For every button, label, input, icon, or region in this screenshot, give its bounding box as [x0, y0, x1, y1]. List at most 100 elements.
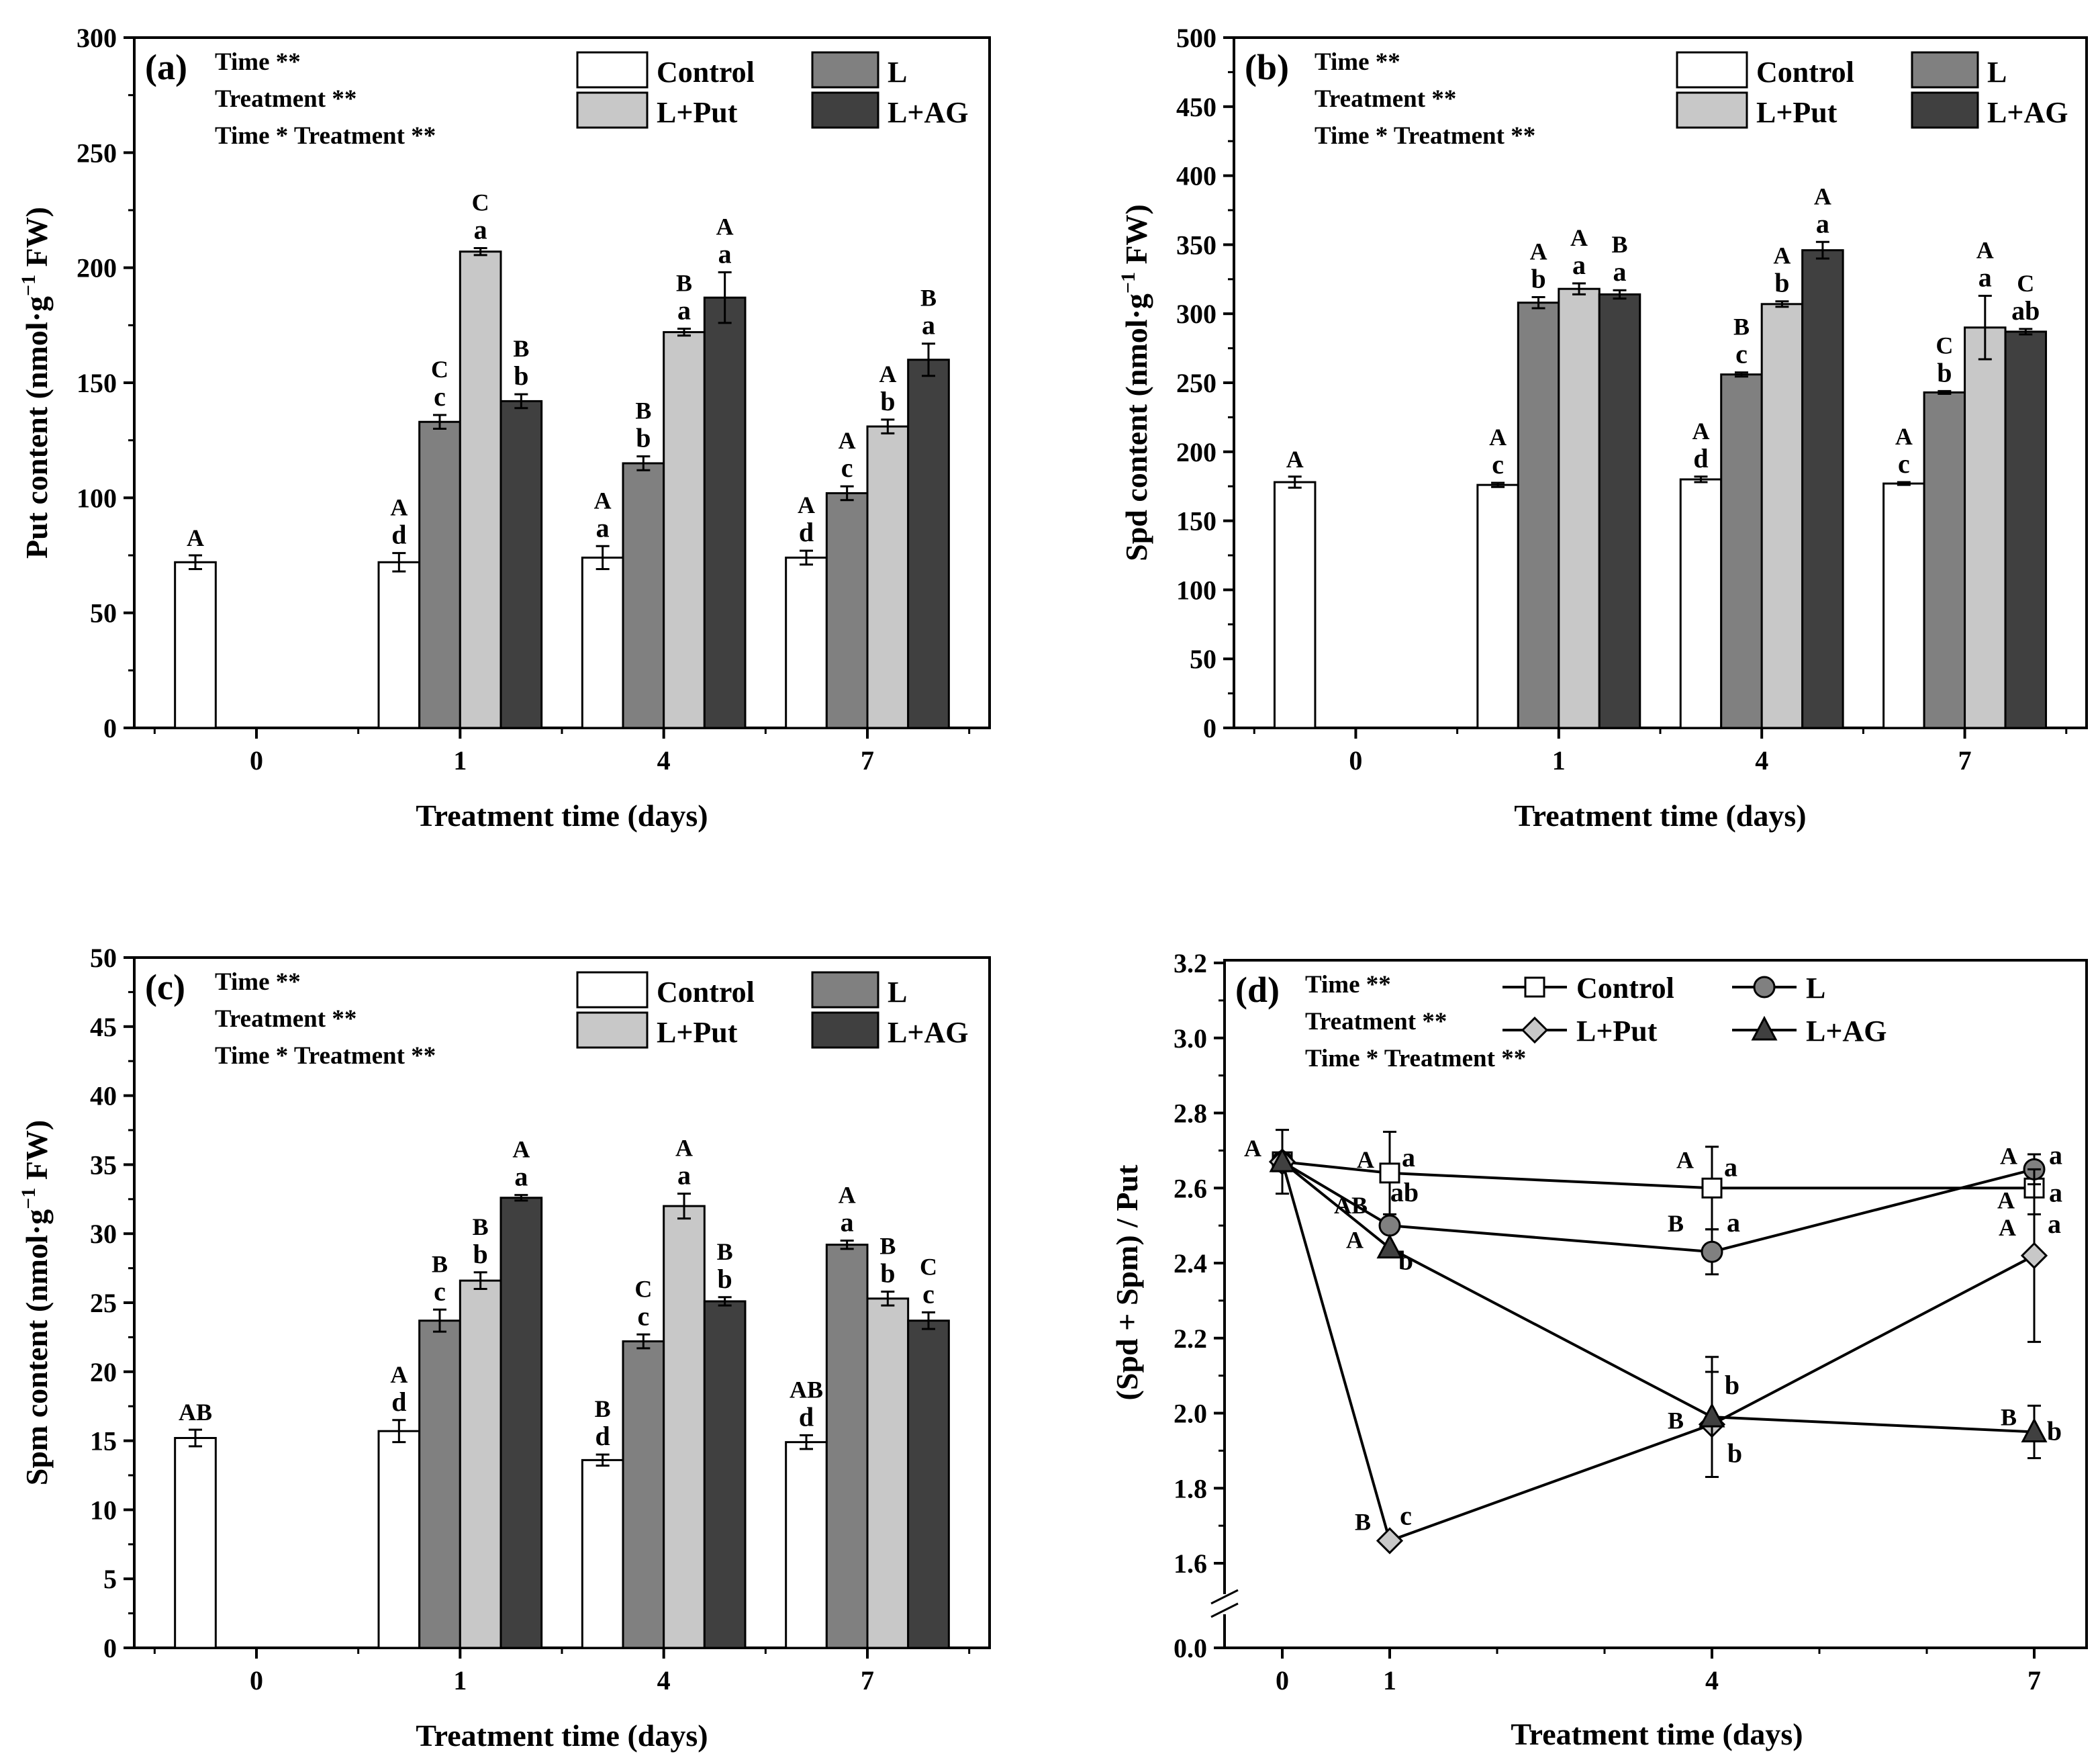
panel-b-significance-upper: A: [1489, 424, 1507, 451]
panel-b-y-tick-label: 100: [1176, 575, 1216, 605]
panel-a-bar-Control-day-7: [785, 556, 828, 729]
panel-b-significance-upper: A: [1286, 446, 1304, 473]
panel-d-marker-L-day-1: [1378, 1214, 1401, 1237]
panel-b-bar-L-day-7: [1923, 391, 1966, 729]
panel-c-x-tick-label: 0: [250, 1665, 263, 1696]
panel-d-significance-lower: b: [1725, 1370, 1739, 1400]
panel-d-series-line-Control: [1282, 1160, 2034, 1190]
panel-c-y-tick-label: 50: [90, 943, 117, 973]
panel-a-significance-lower: b: [636, 423, 651, 453]
panel-a-significance-lower: c: [841, 453, 853, 483]
panel-b-x-tick-label: 0: [1349, 745, 1362, 776]
panel-c-significance-lower: a: [677, 1160, 691, 1191]
panel-d-marker-L+Put-day-7: [2020, 1242, 2048, 1269]
panel-c-significance-lower: d: [391, 1387, 406, 1417]
panel-b-y-tick-label: 200: [1176, 437, 1216, 467]
panel-b-bar-Control-day-0: [1273, 481, 1317, 729]
panel-a-legend-label-2: L+Put: [657, 96, 738, 129]
panel-c-y-tick-label: 40: [90, 1081, 117, 1111]
panel-a-y-tick-label: 100: [77, 483, 117, 513]
panel-b-significance-upper: C: [2017, 270, 2034, 297]
panel-c-bar-L+AG-day-1: [499, 1197, 543, 1649]
panel-c-bar-Control-day-7: [785, 1441, 828, 1649]
panel-c-stats-line-2: Treatment **: [215, 1005, 356, 1033]
panel-a-legend-label-1: L: [888, 56, 907, 89]
panel-c-x-tick-label: 1: [453, 1665, 467, 1696]
panel-b-bar-L-day-1: [1517, 302, 1560, 729]
panel-d-legend-marker-0: [1524, 976, 1545, 998]
panel-d-stats-line-3: Time * Treatment **: [1305, 1045, 1526, 1072]
panel-a-y-tick-label: 250: [77, 138, 117, 168]
panel-b-significance-upper: A: [1530, 238, 1547, 265]
panel-a-significance-lower: b: [514, 361, 528, 391]
panel-b-legend-label-0: Control: [1756, 56, 1854, 89]
panel-a-significance-upper: A: [594, 487, 612, 514]
panel-d-significance-upper: B: [2001, 1403, 2017, 1430]
panel-c-significance-upper: AB: [179, 1399, 212, 1426]
panel-a-bar-L-day-4: [622, 462, 665, 729]
panel-d-legend-label-1: L: [1806, 972, 1825, 1005]
panel-b-bar-L+Put-day-4: [1760, 303, 1804, 729]
panel-b-significance-lower: c: [1492, 449, 1504, 479]
panel-a-legend-swatch-1: [811, 51, 879, 89]
panel-c-significance-lower: a: [514, 1162, 528, 1192]
panel-d-significance-upper: A: [1676, 1146, 1694, 1173]
panel-b-significance-lower: b: [1774, 268, 1789, 298]
panel-b-legend-swatch-2: [1676, 91, 1748, 129]
panel-c-significance-lower: c: [637, 1301, 649, 1331]
panel-c-legend-swatch-0: [576, 971, 649, 1009]
panel-b-stats-line-3: Time * Treatment **: [1315, 122, 1535, 150]
panel-d-y-tick-label: 2.2: [1174, 1324, 1207, 1354]
panel-c-y-tick-label: 35: [90, 1150, 117, 1180]
panel-b-label: (b): [1245, 47, 1289, 87]
panel-b-x-axis-label: Treatment time (days): [1514, 798, 1806, 833]
panel-d-legend-label-3: L+AG: [1806, 1015, 1887, 1048]
panel-b-bar-L+AG-day-1: [1598, 293, 1641, 729]
panel-a-bar-Control-day-0: [174, 561, 217, 729]
panel-b-significance-lower: c: [1898, 449, 1910, 479]
panel-d-y-tick-label: 3.2: [1174, 948, 1207, 978]
panel-b-significance-upper: B: [1612, 231, 1628, 258]
panel-d-label: (d): [1235, 970, 1280, 1010]
panel-a-significance-upper: A: [187, 524, 204, 551]
panel-d-axis-break-mark: [1210, 1602, 1239, 1618]
panel-a-bar-L+Put-day-4: [663, 331, 706, 729]
panel-d-legend-marker-1: [1753, 976, 1776, 999]
panel-b-y-tick-label: 350: [1176, 230, 1216, 260]
panel-b-significance-upper: A: [1895, 423, 1913, 450]
panel-b-x-tick-label: 1: [1552, 745, 1566, 776]
panel-d-marker-L+Put-day-1: [1376, 1527, 1404, 1555]
panel-c-bar-L-day-4: [622, 1340, 665, 1649]
panel-c-stats-line-1: Time **: [215, 968, 301, 996]
panel-d-axis-break-mark: [1210, 1589, 1239, 1605]
panel-a-bar-L-day-1: [418, 420, 461, 729]
panel-d-significance-lower: b: [2047, 1416, 2062, 1446]
panel-d-significance-lower: a: [1727, 1207, 1740, 1238]
panel-b-significance-lower: d: [1693, 443, 1708, 473]
panel-c-bar-Control-day-0: [174, 1436, 217, 1649]
panel-b-bar-L+Put-day-7: [1964, 326, 2007, 729]
panel-d-marker-Control-day-4: [1701, 1177, 1723, 1199]
panel-a-significance-upper: A: [390, 494, 408, 521]
panel-b-significance-upper: B: [1733, 314, 1750, 340]
panel-d-significance-lower: a: [2049, 1140, 2062, 1170]
panel-a-stats-line-2: Treatment **: [215, 85, 356, 113]
panel-b-y-tick-label: 150: [1176, 506, 1216, 537]
panel-b-legend-swatch-1: [1911, 51, 1979, 89]
panel-d-y-tick-label: 2.4: [1174, 1248, 1207, 1279]
panel-d-marker-L+AG-day-7: [2021, 1418, 2048, 1442]
panel-a-legend-swatch-0: [576, 51, 649, 89]
panel-b-significance-lower: b: [1937, 357, 1952, 387]
panel-c-y-tick-label: 20: [90, 1357, 117, 1387]
panel-a-legend-label-0: Control: [657, 56, 755, 89]
panel-a-legend-label-3: L+AG: [888, 96, 968, 129]
panel-c-y-axis-label: Spm content (nmol·g−1 FW): [17, 1120, 54, 1486]
panel-c-significance-upper: B: [432, 1250, 448, 1277]
panel-a-x-tick-label: 4: [657, 745, 671, 776]
panel-b-bar-Control-day-4: [1679, 478, 1723, 729]
panel-a-significance-lower: a: [474, 215, 487, 245]
panel-d-significance-upper: B: [1668, 1210, 1684, 1237]
panel-c-y-tick-label: 15: [90, 1426, 117, 1456]
panel-b-legend-label-3: L+AG: [1987, 96, 2068, 129]
